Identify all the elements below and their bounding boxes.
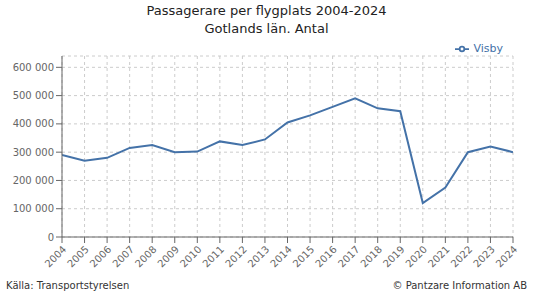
svg-text:2019: 2019 — [381, 244, 407, 270]
svg-text:2023: 2023 — [471, 244, 497, 270]
svg-text:2017: 2017 — [336, 244, 362, 270]
svg-text:2005: 2005 — [65, 244, 91, 270]
svg-text:200 000: 200 000 — [13, 175, 54, 186]
svg-text:500 000: 500 000 — [13, 90, 54, 101]
svg-text:2007: 2007 — [110, 244, 136, 270]
svg-text:2008: 2008 — [133, 244, 159, 270]
html-text:Visby: Visby — [473, 42, 503, 55]
svg-text:2010: 2010 — [178, 244, 204, 270]
svg-text:2020: 2020 — [403, 244, 429, 270]
svg-text:400 000: 400 000 — [13, 118, 54, 129]
svg-text:2018: 2018 — [358, 244, 384, 270]
svg-text:2013: 2013 — [246, 244, 272, 270]
html-text:Källa: Transportstyrelsen: Källa: Transportstyrelsen — [6, 279, 130, 291]
svg-text:300 000: 300 000 — [13, 147, 54, 158]
svg-text:2021: 2021 — [426, 244, 452, 270]
svg-text:100 000: 100 000 — [13, 203, 54, 214]
svg-text:2011: 2011 — [201, 244, 227, 270]
svg-text:600 000: 600 000 — [13, 62, 54, 73]
svg-text:2012: 2012 — [223, 244, 249, 270]
svg-text:2006: 2006 — [88, 244, 114, 270]
svg-text:2004: 2004 — [43, 244, 69, 270]
svg-text:0: 0 — [48, 232, 54, 243]
svg-text:2016: 2016 — [313, 244, 339, 270]
svg-text:2022: 2022 — [449, 244, 475, 270]
html-text:Passagerare per flygplats 2004: Passagerare per flygplats 2004-2024 — [146, 3, 387, 18]
html-text:Gotlands län. Antal: Gotlands län. Antal — [204, 21, 329, 36]
html-text:© Pantzare Information AB: © Pantzare Information AB — [392, 279, 527, 291]
svg-text:2024: 2024 — [494, 244, 520, 270]
svg-text:2009: 2009 — [155, 244, 181, 270]
svg-text:2015: 2015 — [291, 244, 317, 270]
svg-text:2014: 2014 — [268, 244, 294, 270]
